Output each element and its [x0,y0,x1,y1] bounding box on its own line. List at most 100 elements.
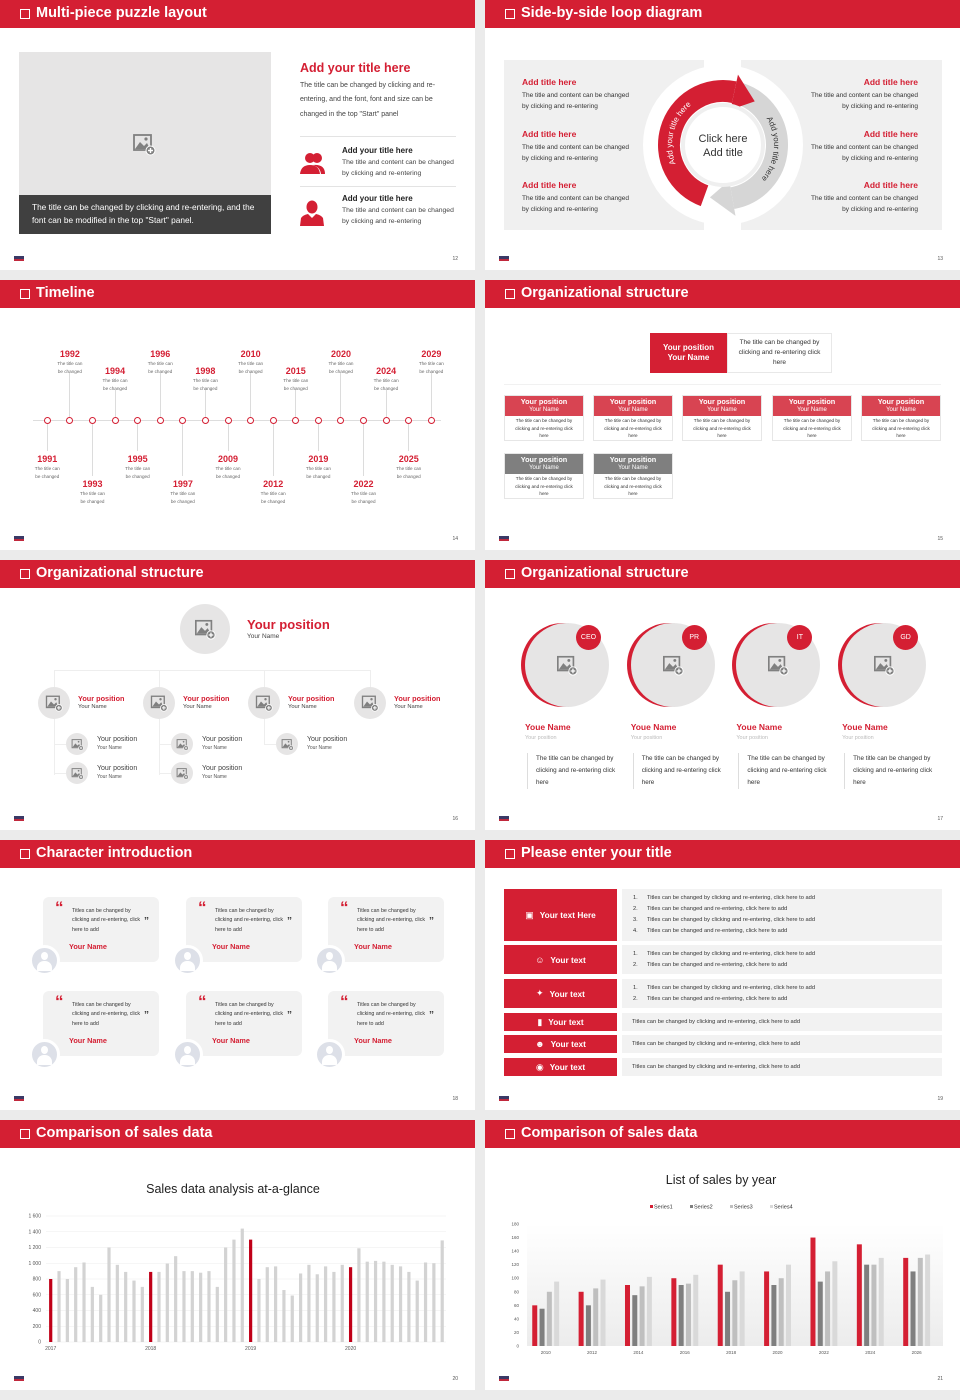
bar-series4[interactable] [600,1279,606,1346]
bar-highlighted[interactable] [348,1267,353,1342]
bar[interactable] [99,1294,103,1342]
bar[interactable] [240,1228,244,1342]
bar-series3[interactable] [732,1280,738,1346]
bar[interactable] [282,1290,286,1342]
bar-series4[interactable] [786,1264,791,1346]
timeline-node[interactable] [337,416,345,424]
bar[interactable] [440,1240,444,1342]
timeline-node[interactable] [247,416,255,424]
timeline-node[interactable] [382,416,390,424]
position-card[interactable]: Your position Your Name The title can be c… [682,395,762,441]
character-card[interactable]: “ Titles can be changed by clicking and r… [186,991,302,1056]
bar[interactable] [257,1279,261,1342]
bar-highlighted[interactable] [49,1279,53,1342]
bar[interactable] [65,1279,69,1342]
bar-series1[interactable] [578,1291,584,1346]
bar-series2[interactable] [539,1308,545,1346]
bar-series3[interactable] [825,1271,831,1346]
legend-label[interactable]: Series2 [694,1205,713,1211]
bar-series4[interactable] [878,1257,884,1346]
bar-series2[interactable] [910,1271,916,1346]
bar[interactable] [415,1280,419,1342]
row-label-cell[interactable]: ▣ Your text Here [504,889,617,941]
row-label-cell[interactable]: ☻ Your text [504,1035,617,1053]
bar-series2[interactable] [771,1285,777,1346]
bar-series1[interactable] [810,1237,816,1346]
bar-series1[interactable] [764,1271,770,1346]
photo-placeholder[interactable] [180,604,230,654]
bar[interactable] [165,1263,169,1342]
bar[interactable] [224,1247,228,1343]
bar-highlighted[interactable] [249,1239,253,1342]
bar[interactable] [107,1247,111,1343]
bar-series4[interactable] [739,1271,745,1346]
position-card[interactable]: Your position Your Name The title can be c… [861,395,941,441]
bar[interactable] [340,1264,344,1342]
bar[interactable] [274,1266,278,1342]
bar-series1[interactable] [671,1278,677,1346]
timeline-node[interactable] [269,416,277,424]
bar[interactable] [315,1274,319,1342]
character-card[interactable]: “ Titles can be changed by clicking and r… [43,897,159,962]
bar-series2[interactable] [864,1264,870,1346]
bar-series2[interactable] [632,1295,638,1346]
bar[interactable] [373,1260,378,1342]
row-label-cell[interactable]: ◉ Your text [504,1058,617,1076]
row-label-cell[interactable]: ▮ Your text [504,1013,617,1031]
bar[interactable] [357,1248,361,1342]
bar[interactable] [265,1267,269,1342]
bar[interactable] [57,1271,61,1342]
timeline-node[interactable] [111,416,119,424]
row-label-cell[interactable]: ✦ Your text [504,979,617,1008]
bar-series4[interactable] [925,1254,931,1347]
timeline-node[interactable] [179,416,187,424]
timeline-node[interactable] [405,416,413,424]
character-card[interactable]: “ Titles can be changed by clicking and r… [328,897,444,962]
timeline-node[interactable] [427,416,435,424]
bar[interactable] [132,1280,136,1342]
bar-series2[interactable] [678,1285,684,1346]
bar[interactable] [323,1266,328,1342]
timeline-node[interactable] [360,416,368,424]
bar[interactable] [74,1267,78,1342]
bar-series3[interactable] [546,1291,552,1346]
timeline-node[interactable] [43,416,51,424]
character-card[interactable]: “ Titles can be changed by clicking and r… [328,991,444,1056]
bar-series1[interactable] [903,1257,909,1346]
bar-series3[interactable] [639,1286,645,1346]
legend-label[interactable]: Series1 [654,1205,673,1211]
position-card[interactable]: Your position Your Name The title can be c… [593,453,673,499]
timeline-node[interactable] [66,416,74,424]
bar[interactable] [140,1286,144,1342]
center-circle[interactable] [681,103,765,187]
bar[interactable] [207,1271,211,1342]
bar[interactable] [299,1273,303,1342]
character-card[interactable]: “ Titles can be changed by clicking and r… [43,991,159,1056]
legend-label[interactable]: Series4 [774,1205,793,1211]
bar-highlighted[interactable] [149,1271,153,1342]
photo-placeholder[interactable] [736,623,821,707]
bar[interactable] [398,1266,403,1342]
position-card[interactable]: Your position Your Name The title can be c… [504,453,584,499]
photo-placeholder[interactable] [66,733,88,755]
bar[interactable] [232,1239,236,1342]
photo-placeholder[interactable] [38,687,70,719]
bar-series2[interactable] [585,1305,591,1346]
timeline-node[interactable] [314,416,322,424]
bar-series2[interactable] [817,1281,823,1346]
row-label-cell[interactable]: ☺ Your text [504,945,617,974]
bar[interactable] [124,1271,128,1342]
bar-series3[interactable] [593,1288,599,1346]
position-card[interactable]: Your position Your Name The title can be c… [772,395,852,441]
timeline-node[interactable] [201,416,209,424]
bar[interactable] [82,1262,86,1342]
bar[interactable] [332,1271,336,1342]
bar-series4[interactable] [693,1274,699,1346]
photo-placeholder[interactable] [143,687,175,719]
timeline-node[interactable] [134,416,142,424]
bar[interactable] [215,1286,219,1342]
legend-label[interactable]: Series3 [734,1205,753,1211]
bar-series1[interactable] [717,1264,723,1346]
bar[interactable] [307,1264,311,1342]
photo-placeholder[interactable] [66,762,88,784]
